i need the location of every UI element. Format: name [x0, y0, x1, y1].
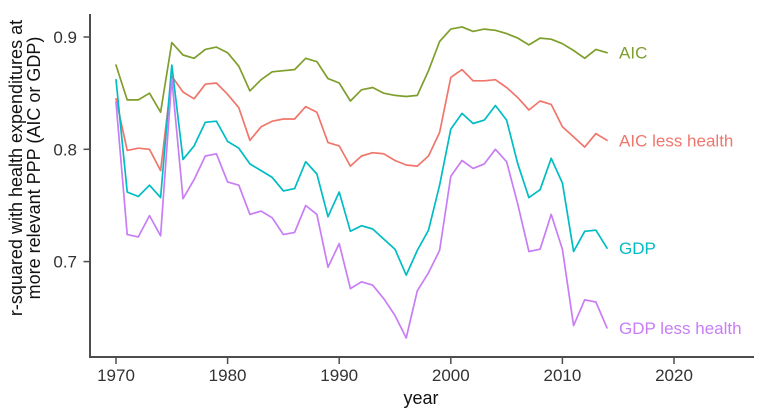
x-axis-title: year: [403, 388, 438, 408]
x-tick-label: 2010: [543, 366, 581, 385]
series-line-gdp-less-health: [115, 77, 608, 339]
series-label-aic: AIC: [619, 44, 647, 63]
y-axis-title-line1: r-squared with health expenditures at: [6, 20, 26, 316]
x-tick-label: 2020: [655, 366, 693, 385]
y-axis-title-line2: more relevant PPP (AIC or GDP): [24, 37, 44, 300]
series-label-gdp-less-health: GDP less health: [619, 319, 742, 338]
axes: [89, 14, 754, 358]
series-end-labels: AIC AIC less health GDP GDP less health: [619, 44, 742, 338]
x-tick-label: 1990: [320, 366, 358, 385]
x-tick-label: 2000: [432, 366, 470, 385]
series-label-gdp: GDP: [619, 239, 656, 258]
series-line-aic: [115, 26, 608, 114]
y-tick-label: 0.8: [53, 140, 77, 159]
y-axis-ticks: 0.9 0.8 0.7: [53, 28, 89, 272]
series-line-gdp: [115, 64, 608, 276]
x-tick-label: 1970: [97, 366, 135, 385]
series-line-aic-less-health: [115, 68, 608, 172]
x-axis-ticks: 1970 1980 1990 2000 2010 2020: [97, 358, 693, 385]
y-tick-label: 0.9: [53, 28, 77, 47]
x-tick-label: 1980: [209, 366, 247, 385]
series-lines: [115, 26, 608, 339]
y-tick-label: 0.7: [53, 253, 77, 272]
series-label-aic-less-health: AIC less health: [619, 131, 733, 150]
